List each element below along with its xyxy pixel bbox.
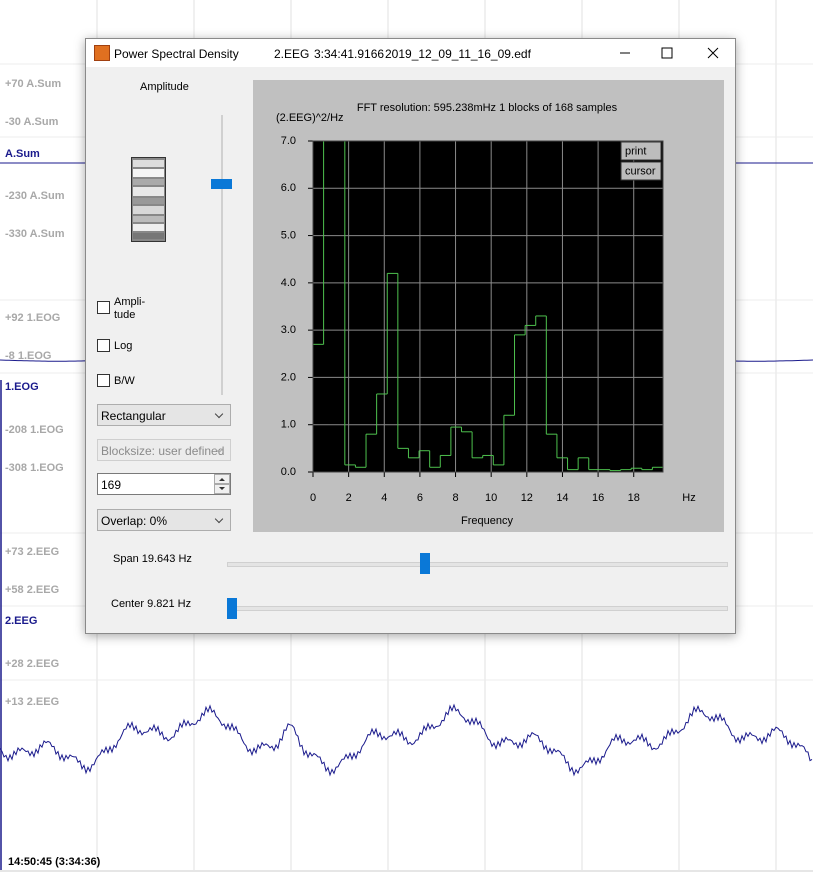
channel-label: +92 1.EOG — [5, 312, 61, 324]
channel-label: +73 2.EEG — [5, 546, 60, 558]
spin-buttons[interactable] — [214, 474, 230, 494]
channel-label: -330 A.Sum — [5, 228, 65, 240]
channel-label: 1.EOG — [5, 381, 39, 393]
y-axis-label: (2.EEG)^2/Hz — [276, 112, 344, 124]
channel-label: -208 1.EOG — [5, 424, 64, 436]
x-tick-label: 18 — [628, 492, 640, 504]
chart-button-label: print — [625, 145, 646, 157]
span-label: Span 19.643 Hz — [113, 553, 192, 565]
channel-label: -30 A.Sum — [5, 116, 59, 128]
y-tick-label: 4.0 — [281, 277, 296, 289]
chart-button-label: cursor — [625, 165, 656, 177]
window-file: 2019_12_09_11_16_09.edf — [385, 47, 531, 61]
trace-eeg — [0, 703, 813, 777]
time-label: 14:50:45 (3:34:36) — [8, 856, 101, 868]
channel-label: +28 2.EEG — [5, 658, 60, 670]
x-tick-label: 10 — [485, 492, 497, 504]
channel-label: 2.EEG — [5, 615, 38, 627]
amplitude-checkbox-label: tude — [114, 309, 136, 321]
channel-label: -8 1.EOG — [5, 350, 52, 362]
block-value: 169 — [101, 478, 122, 492]
close-button[interactable] — [707, 47, 719, 59]
y-tick-label: 5.0 — [281, 229, 296, 241]
psd-chart: FFT resolution: 595.238mHz 1 blocks of 1… — [253, 80, 724, 532]
window-time: 3:34:41.9166 — [314, 47, 385, 61]
span-slider-track[interactable] — [227, 562, 728, 567]
center-label: Center 9.821 Hz — [111, 598, 192, 610]
channel-label: +70 A.Sum — [5, 78, 62, 90]
log-checkbox[interactable] — [97, 339, 110, 352]
amplitude-checkbox[interactable] — [97, 301, 110, 314]
amplitude-label: Amplitude — [140, 81, 189, 93]
channel-label: -308 1.EOG — [5, 462, 64, 474]
channel-label: +58 2.EEG — [5, 584, 60, 596]
log-checkbox-label: Log — [114, 340, 133, 352]
x-tick-label: 12 — [521, 492, 533, 504]
x-axis-label: Frequency — [461, 515, 513, 527]
psd-window: Power Spectral Density 2.EEG 3:34:41.916… — [85, 38, 736, 634]
bw-checkbox-label: B/W — [114, 375, 135, 387]
span-slider-thumb[interactable] — [420, 553, 430, 574]
x-tick-label: 16 — [592, 492, 604, 504]
channel-label: -230 A.Sum — [5, 190, 65, 202]
plot-area — [313, 141, 663, 472]
channel-label: +13 2.EEG — [5, 696, 60, 708]
x-tick-label: 4 — [381, 492, 387, 504]
center-slider-thumb[interactable] — [227, 598, 237, 619]
chart-button[interactable] — [620, 141, 662, 161]
x-tick-label: 2 — [346, 492, 352, 504]
amplitude-slider-thumb[interactable] — [211, 179, 232, 189]
bw-checkbox[interactable] — [97, 374, 110, 387]
amplitude-checkbox-label: Ampli- — [114, 296, 146, 308]
window-buttons[interactable] — [606, 39, 735, 67]
y-tick-label: 3.0 — [281, 324, 296, 336]
window-title: Power Spectral Density — [114, 47, 239, 61]
y-tick-label: 0.0 — [281, 466, 296, 478]
amplitude-slider-track[interactable] — [221, 115, 223, 395]
center-slider-track[interactable] — [227, 606, 728, 611]
step-series — [313, 141, 663, 472]
title-bar: Power Spectral Density 2.EEG 3:34:41.916… — [86, 39, 735, 67]
x-tick-label: 8 — [452, 492, 458, 504]
window-channel: 2.EEG — [274, 47, 310, 61]
y-tick-label: 2.0 — [281, 371, 296, 383]
window-type-select[interactable]: Rectangular — [97, 404, 231, 426]
chart-button[interactable] — [620, 161, 662, 181]
channel-label: A.Sum — [5, 148, 40, 160]
maximize-button[interactable] — [661, 47, 673, 59]
amplitude-gradient — [131, 157, 166, 242]
plot-border — [312, 140, 664, 473]
overlap-select[interactable]: Overlap: 0% — [97, 509, 231, 531]
chart-title: FFT resolution: 595.238mHz 1 blocks of 1… — [357, 102, 618, 114]
y-tick-label: 7.0 — [281, 135, 296, 147]
x-unit-label: Hz — [682, 492, 695, 504]
x-tick-label: 14 — [556, 492, 568, 504]
app-icon — [94, 45, 110, 61]
x-tick-label: 0 — [310, 492, 316, 504]
blocksize-select: Blocksize: user defined — [97, 439, 231, 461]
y-tick-label: 1.0 — [281, 419, 296, 431]
block-value-input[interactable]: 169 — [97, 473, 231, 495]
x-tick-label: 6 — [417, 492, 423, 504]
y-tick-label: 6.0 — [281, 182, 296, 194]
